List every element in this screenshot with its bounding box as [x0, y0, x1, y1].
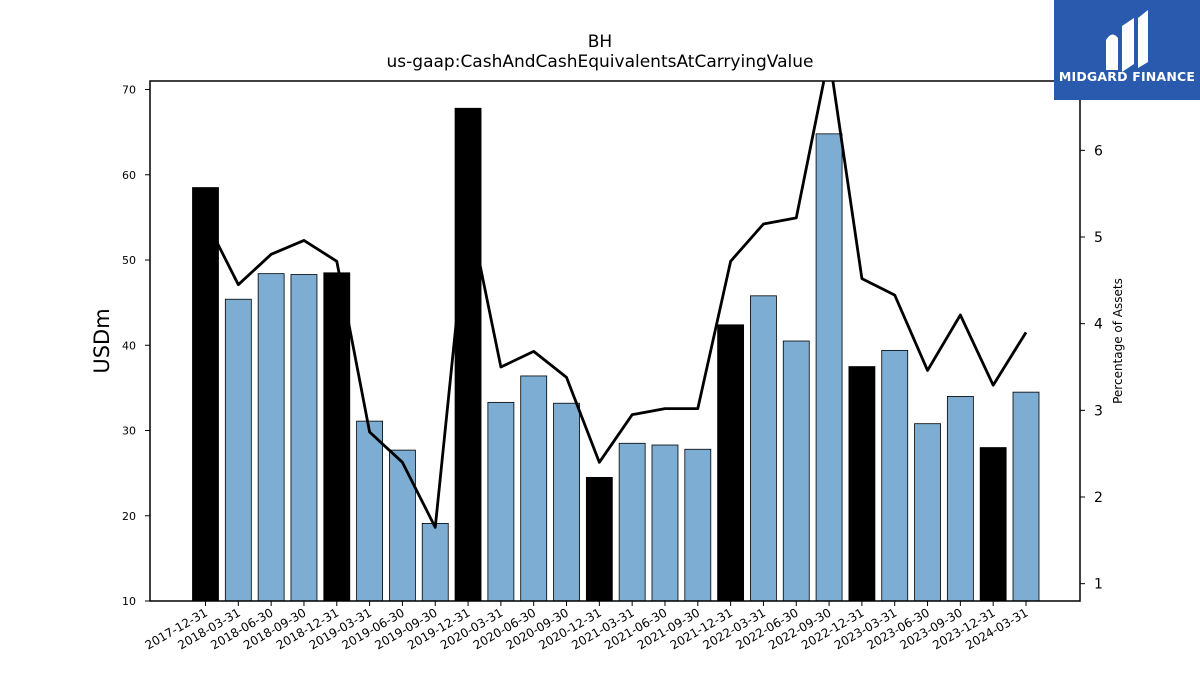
- bar-2017-12-31: [192, 187, 219, 602]
- midgard-logo-icon: [1106, 10, 1148, 72]
- y-axis-label: USDm: [90, 308, 114, 373]
- y-tick-label-50: 50: [122, 254, 136, 267]
- bar-2022-12-31: [848, 366, 876, 602]
- bar-2018-06-30: [257, 273, 285, 602]
- bar-2018-09-30: [290, 274, 318, 602]
- bar-2019-06-30: [389, 449, 416, 602]
- bar-2018-03-31: [224, 298, 252, 602]
- bar-2020-06-30: [520, 375, 548, 602]
- brand-name: MIDGARD FINANCE: [1058, 69, 1196, 84]
- bar-2023-09-30: [946, 396, 974, 602]
- bar-2022-03-31: [750, 295, 777, 602]
- bar-2021-03-31: [618, 442, 646, 602]
- y2-tick-label-6: 6: [1094, 143, 1103, 159]
- y-tick-label-10: 10: [122, 595, 136, 608]
- y2-axis-label: Percentage of Assets: [1111, 278, 1125, 404]
- bar-2020-12-31: [585, 476, 613, 602]
- bar-2018-12-31: [323, 272, 351, 602]
- bar-2022-06-30: [782, 340, 810, 602]
- plot-frame: [149, 80, 1081, 602]
- bar-2020-03-31: [487, 401, 515, 602]
- bar-2021-12-31: [717, 324, 745, 602]
- chart-title: BH: [587, 32, 613, 52]
- bar-2023-03-31: [881, 349, 909, 602]
- y-tick-label-60: 60: [122, 169, 136, 182]
- chart-subtitle: us-gaap:CashAndCashEquivalentsAtCarrying…: [386, 52, 814, 72]
- y2-tick-label-2: 2: [1094, 490, 1103, 506]
- y2-tick-label-3: 3: [1094, 403, 1103, 419]
- bar-2019-09-30: [421, 523, 449, 602]
- bar-2020-09-30: [553, 402, 580, 602]
- y2-tick-label-1: 1: [1094, 577, 1103, 593]
- brand-logo: MIDGARD FINANCE: [1054, 0, 1200, 100]
- bar-2023-12-31: [979, 447, 1007, 602]
- bar-2023-06-30: [914, 423, 941, 602]
- y2-tick-label-5: 5: [1094, 230, 1103, 246]
- bar-2019-03-31: [356, 420, 384, 602]
- y-tick-label-30: 30: [122, 425, 136, 438]
- y-tick-label-20: 20: [122, 510, 136, 523]
- percentage-line: [204, 81, 1028, 529]
- y-tick-label-40: 40: [122, 339, 136, 352]
- bar-2021-09-30: [684, 448, 712, 602]
- bar-2022-09-30: [815, 133, 843, 602]
- bar-2021-06-30: [651, 444, 679, 602]
- y-tick-label-70: 70: [122, 84, 136, 97]
- y2-tick-label-4: 4: [1094, 317, 1103, 333]
- bar-2019-12-31: [454, 107, 482, 602]
- bar-2024-03-31: [1012, 391, 1040, 602]
